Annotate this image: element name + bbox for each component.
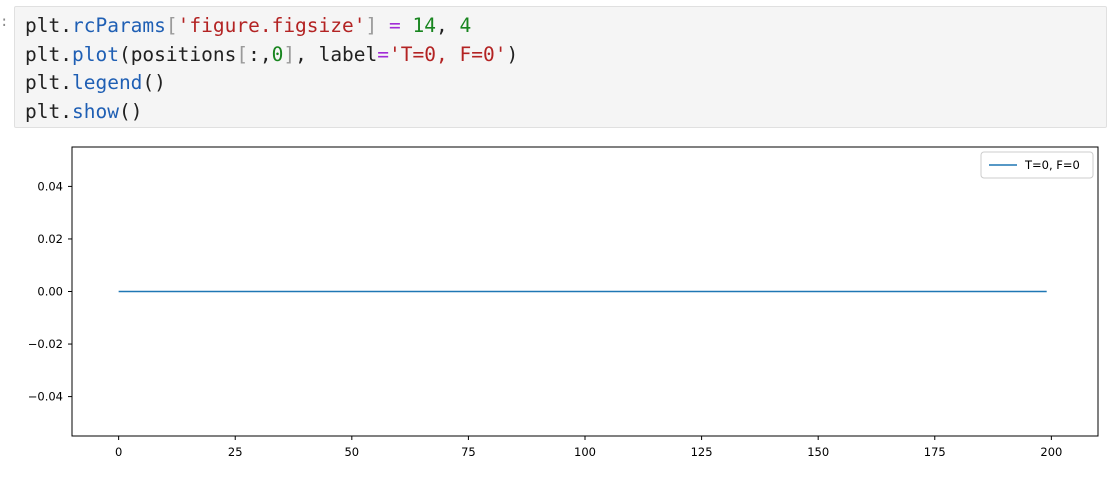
code-token: . <box>60 71 72 95</box>
code-token <box>401 14 413 37</box>
code-cell[interactable]: plt.rcParams['figure.figsize'] = 14, 4 pl… <box>14 6 1107 128</box>
cell-output: 0 25 50 75 100 125 150 175 200 0.04 0.02 0.00 −0.02 −… <box>0 136 1114 477</box>
code-token: 'T=0, F=0' <box>389 42 507 66</box>
x-tick-label: 100 <box>574 445 596 459</box>
code-token: show <box>71 99 119 123</box>
x-tick-label: 175 <box>924 445 946 459</box>
y-tick-label: 0.00 <box>37 285 63 299</box>
code-token: 14 <box>412 14 436 37</box>
legend-label: T=0, F=0 <box>1024 158 1080 172</box>
code-token: ) <box>506 42 519 66</box>
code-token: plot <box>71 42 119 66</box>
y-tick-label: 0.02 <box>37 232 63 246</box>
code-token: [ <box>165 14 178 37</box>
x-tick-label: 25 <box>228 445 243 459</box>
x-tick-label: 150 <box>807 445 829 459</box>
code-token: . <box>60 99 72 123</box>
x-tick-label: 75 <box>461 445 476 459</box>
legend-box <box>980 151 1094 179</box>
code-token: . <box>60 14 72 37</box>
code-token: rcParams <box>71 14 166 37</box>
code-token: (positions <box>118 42 237 66</box>
code-token: . <box>60 42 72 66</box>
code-token: () <box>118 99 143 123</box>
y-tick-label: 0.04 <box>37 179 63 193</box>
code-token: [ <box>236 42 249 66</box>
code-line[interactable]: plt.legend() <box>25 69 1106 98</box>
code-token: 0 <box>271 42 284 66</box>
x-tick-label: 0 <box>115 445 122 459</box>
x-tick-label: 50 <box>344 445 359 459</box>
line-plot: 0 25 50 75 100 125 150 175 200 0.04 0.02 0.00 −0.02 −… <box>28 146 1099 459</box>
code-line[interactable]: plt.plot(positions[:,0], label='T=0, F=0… <box>25 41 1106 70</box>
code-token: , <box>435 14 460 37</box>
code-token: , label <box>295 42 378 66</box>
cell-prompt: : <box>0 14 6 30</box>
code-token <box>377 14 389 37</box>
code-line[interactable]: plt.show() <box>25 98 1106 127</box>
code-token: () <box>142 71 166 95</box>
x-tick-label: 125 <box>691 445 713 459</box>
y-tick-label: −0.02 <box>28 337 63 351</box>
code-token: ] <box>283 42 296 66</box>
y-tick-label: −0.04 <box>28 390 63 404</box>
code-token: legend <box>71 71 143 95</box>
x-tick-label: 200 <box>1040 445 1062 459</box>
code-token: 4 <box>459 14 472 37</box>
code-token: = <box>377 42 390 66</box>
code-token: plt <box>25 71 61 95</box>
code-token: plt <box>25 14 61 37</box>
code-line[interactable]: plt.rcParams['figure.figsize'] = 14, 4 <box>25 12 1106 41</box>
code-token: ] <box>365 14 378 37</box>
code-token: plt <box>25 42 61 66</box>
code-token: plt <box>25 99 61 123</box>
legend: T=0, F=0 <box>980 151 1094 179</box>
code-token: = <box>389 14 401 37</box>
code-token: 'figure.figsize' <box>177 14 366 37</box>
code-token: :, <box>248 42 272 66</box>
